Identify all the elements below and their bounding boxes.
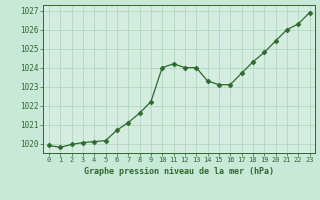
X-axis label: Graphe pression niveau de la mer (hPa): Graphe pression niveau de la mer (hPa)	[84, 167, 274, 176]
